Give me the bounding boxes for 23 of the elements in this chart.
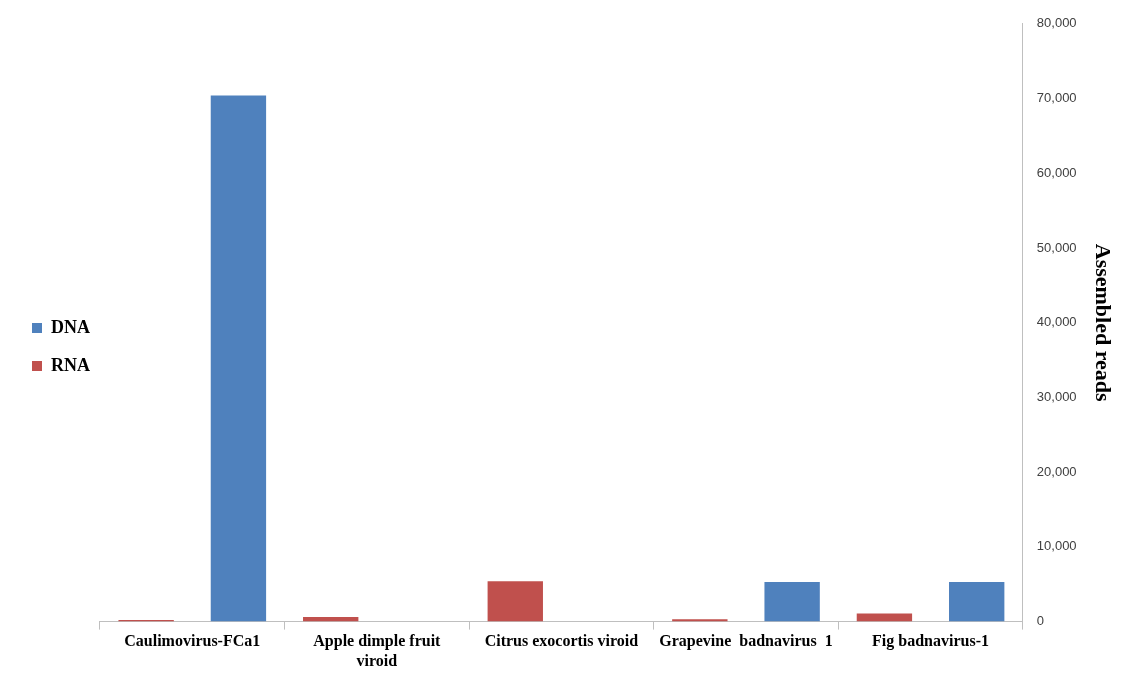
bar (764, 582, 820, 622)
bar (672, 619, 728, 622)
legend-label: DNA (51, 316, 90, 337)
legend-label: RNA (51, 354, 90, 375)
bar (487, 581, 543, 622)
y-tick-label: 20,000 (1036, 463, 1077, 479)
y-tick-label: 30,000 (1036, 389, 1077, 404)
y-tick-label: 70,000 (1036, 90, 1077, 106)
y-tick-label: 40,000 (1036, 314, 1077, 330)
y-axis-title: Assembled reads (1091, 243, 1117, 403)
bar (949, 582, 1005, 622)
y-tick-label: 80,000 (1036, 15, 1077, 31)
x-tick-label: Caulimovirus-FCa1 (124, 632, 261, 650)
bar (856, 613, 913, 622)
bar (210, 95, 267, 622)
x-tick-label: Apple dimple fruit viroid (313, 632, 442, 669)
y-tick-label: 60,000 (1036, 164, 1077, 180)
y-tick-label: 0 (1036, 613, 1045, 629)
y-tick-label: 50,000 (1036, 239, 1077, 255)
y-tick-label: 10,000 (1036, 538, 1077, 554)
x-tick-label: Citrus exocortis viroid (484, 632, 639, 650)
x-tick-label: Fig badnavirus-1 (872, 632, 990, 651)
x-tick-label: Grapevine badnavirus 1 (659, 632, 833, 651)
